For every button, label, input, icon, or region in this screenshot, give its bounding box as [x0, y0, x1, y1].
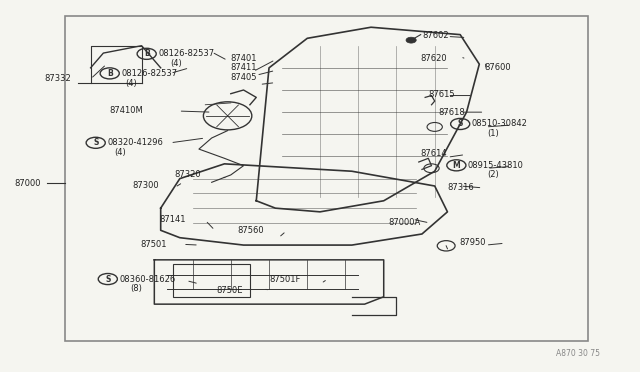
Text: 08126-82537: 08126-82537: [122, 69, 178, 78]
Text: 87141: 87141: [159, 215, 186, 224]
Text: S: S: [93, 138, 99, 147]
Text: 87000A: 87000A: [389, 218, 421, 227]
Text: 08320-41296: 08320-41296: [107, 138, 163, 147]
Text: 08126-82537: 08126-82537: [159, 49, 215, 58]
Text: 87560: 87560: [237, 226, 264, 235]
Circle shape: [406, 37, 416, 43]
Text: 8750E: 8750E: [217, 286, 243, 295]
Text: B: B: [107, 69, 113, 78]
Text: 87615: 87615: [428, 90, 455, 99]
Text: 87401: 87401: [231, 54, 257, 63]
Text: S: S: [105, 275, 111, 283]
Text: M: M: [452, 161, 460, 170]
Text: 87405: 87405: [231, 73, 257, 82]
Text: 87501: 87501: [140, 240, 167, 249]
Text: 87614: 87614: [420, 149, 447, 158]
Text: 87332: 87332: [45, 74, 72, 83]
Text: 87411: 87411: [231, 63, 257, 72]
Text: (4): (4): [125, 79, 138, 88]
Text: S: S: [458, 119, 463, 128]
Text: 08915-43810: 08915-43810: [468, 161, 524, 170]
Text: (4): (4): [170, 58, 182, 68]
Text: A870 30 75: A870 30 75: [556, 349, 600, 358]
Text: (4): (4): [114, 148, 126, 157]
Text: 87320: 87320: [175, 170, 202, 179]
Text: 87602: 87602: [422, 31, 449, 40]
Text: 87501F: 87501F: [269, 275, 300, 283]
Text: 87600: 87600: [484, 63, 511, 72]
Text: (2): (2): [487, 170, 499, 179]
Text: 87620: 87620: [420, 54, 447, 63]
Text: 87410M: 87410M: [109, 106, 143, 115]
Text: (1): (1): [487, 129, 499, 138]
Text: 87316: 87316: [447, 183, 474, 192]
Text: 08360-81626: 08360-81626: [119, 275, 175, 283]
Text: B: B: [144, 49, 150, 58]
Text: (8): (8): [130, 284, 142, 293]
Text: 87000: 87000: [14, 179, 40, 188]
Text: 08510-30842: 08510-30842: [472, 119, 527, 128]
Text: 87618: 87618: [438, 108, 465, 117]
Text: 87300: 87300: [132, 182, 159, 190]
Text: 87950: 87950: [459, 238, 485, 247]
